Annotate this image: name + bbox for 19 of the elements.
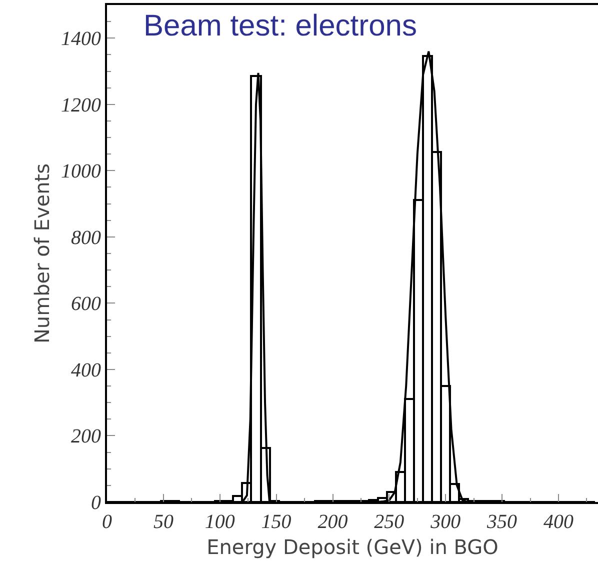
y-tick-label: 1000 — [61, 160, 101, 183]
y-tick-label: 600 — [71, 293, 101, 316]
y-tick-label: 800 — [71, 226, 101, 249]
x-axis-title: Energy Deposit (GeV) in BGO — [206, 535, 498, 559]
y-tick-label: 0 — [91, 492, 101, 514]
y-axis-title: Number of Events — [30, 163, 54, 344]
x-tick-label: 50 — [153, 511, 174, 533]
y-tick-label: 200 — [71, 426, 101, 448]
x-tick-label: 250 — [374, 511, 404, 533]
x-tick-label: 150 — [261, 511, 292, 533]
x-tick-label: 300 — [430, 511, 461, 533]
x-tick-label: 400 — [543, 511, 574, 533]
y-tick-label: 1400 — [61, 28, 101, 50]
x-tick-label: 350 — [486, 511, 518, 533]
y-tick-label: 1200 — [61, 94, 101, 116]
x-tick-label: 100 — [204, 511, 235, 533]
x-tick-label: 200 — [318, 511, 348, 533]
chart-title: Beam test: electrons — [144, 9, 417, 42]
y-tick-label: 400 — [71, 359, 101, 382]
